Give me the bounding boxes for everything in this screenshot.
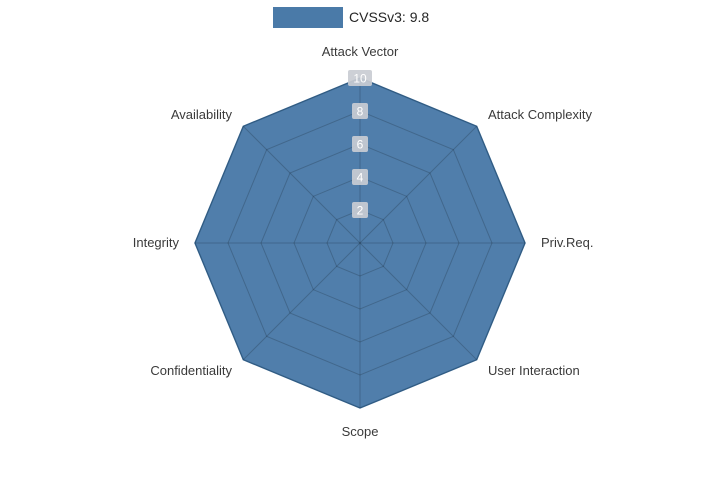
radar-series-polygon bbox=[194, 77, 526, 409]
tick-badge bbox=[352, 202, 368, 218]
legend-label[interactable]: CVSSv3: 9.8 bbox=[349, 9, 430, 25]
grid-ring bbox=[326, 209, 394, 277]
grid-spoke bbox=[359, 242, 478, 361]
axis-label-priv-req: Priv.Req. bbox=[541, 235, 594, 250]
grid-spoke bbox=[359, 125, 478, 244]
axis-label-attack-vector: Attack Vector bbox=[322, 44, 399, 59]
axis-label-user-interaction: User Interaction bbox=[488, 363, 580, 378]
tick-badge bbox=[352, 169, 368, 185]
tick-badge bbox=[348, 70, 372, 86]
tick-label: 4 bbox=[357, 171, 364, 185]
tick-badge bbox=[352, 103, 368, 119]
tick-label: 8 bbox=[357, 105, 364, 119]
grid-spoke bbox=[242, 242, 361, 361]
tick-badge bbox=[352, 136, 368, 152]
tick-label: 10 bbox=[353, 72, 367, 86]
grid-ring bbox=[293, 176, 427, 310]
axis-label-attack-complexity: Attack Complexity bbox=[488, 107, 593, 122]
grid-spoke bbox=[242, 125, 361, 244]
grid-ring bbox=[260, 143, 460, 343]
axis-label-confidentiality: Confidentiality bbox=[150, 363, 232, 378]
axis-label-integrity: Integrity bbox=[133, 235, 180, 250]
grid-ring bbox=[194, 77, 526, 409]
tick-label: 2 bbox=[357, 204, 364, 218]
legend: CVSSv3: 9.8 bbox=[273, 7, 429, 28]
legend-swatch[interactable] bbox=[273, 7, 343, 28]
axis-label-scope: Scope bbox=[342, 424, 379, 439]
tick-label: 6 bbox=[357, 138, 364, 152]
grid-ring bbox=[227, 110, 493, 376]
axis-label-availability: Availability bbox=[171, 107, 233, 122]
